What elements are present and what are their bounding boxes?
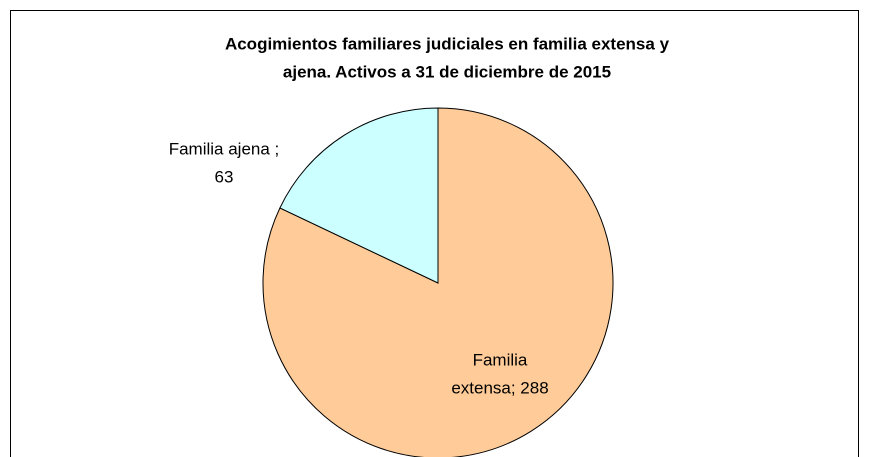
pie-slice (279, 107, 439, 284)
chart-title: Acogimientos familiares judiciales en fa… (225, 34, 670, 53)
data-label: Familia ajena ; (169, 139, 280, 158)
data-label: 63 (215, 167, 234, 186)
data-label: Familia (473, 350, 528, 369)
data-label: extensa; 288 (451, 378, 548, 397)
chart-title: ajena. Activos a 31 de diciembre de 2015 (283, 62, 611, 81)
